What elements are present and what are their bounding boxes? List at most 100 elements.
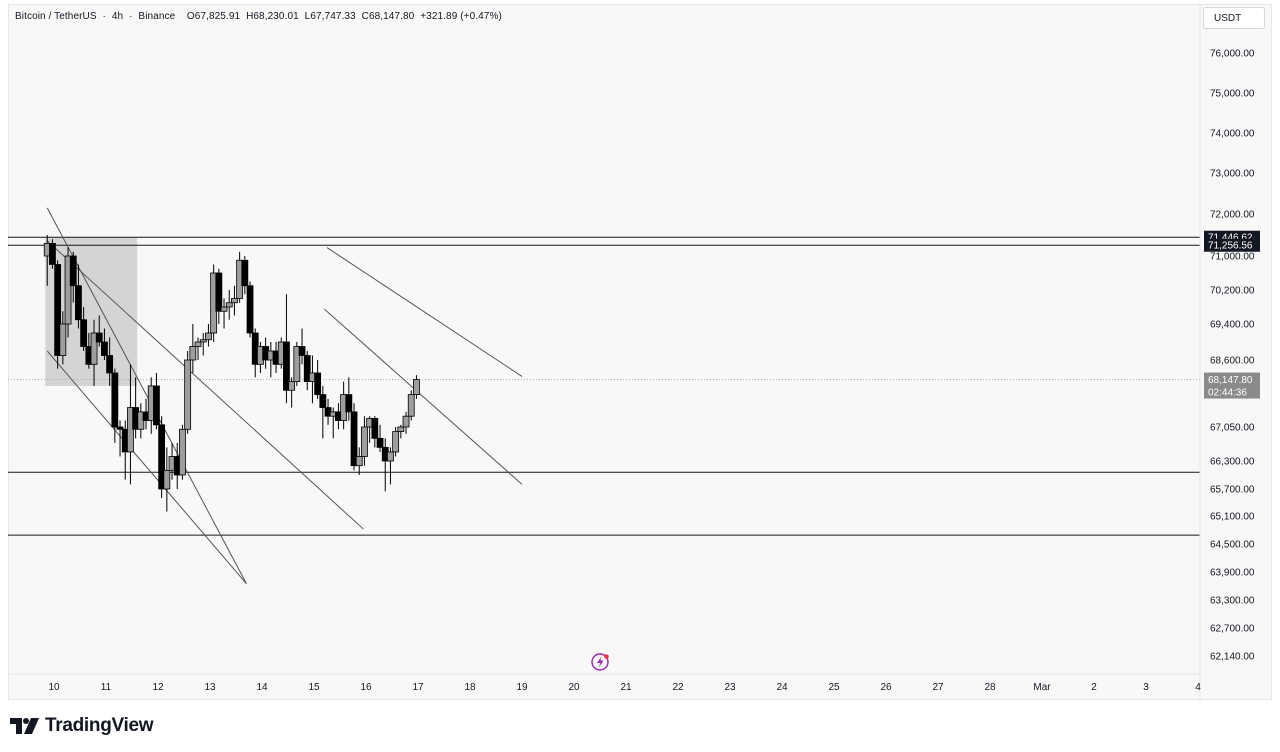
candle[interactable] bbox=[111, 368, 119, 443]
candle[interactable] bbox=[184, 351, 192, 434]
candle[interactable] bbox=[153, 372, 160, 430]
candle-body bbox=[225, 302, 233, 308]
candle[interactable] bbox=[413, 375, 420, 399]
currency-button[interactable]: USDT bbox=[1203, 7, 1265, 29]
candle[interactable] bbox=[199, 333, 207, 356]
candle[interactable] bbox=[293, 342, 301, 386]
price-chart[interactable]: 76,000.00 75,000.00 74,000.00 73,000.00 72,0… bbox=[8, 4, 1272, 700]
channel-trendline[interactable] bbox=[326, 247, 523, 377]
time-axis[interactable]: 10 11 12 13 14 15 16 17 18 19 20 21 22 23 24 25 26 27 28 Ma… bbox=[48, 682, 1201, 693]
tradingview-logo-icon bbox=[10, 718, 39, 734]
candles-layer bbox=[43, 235, 420, 512]
candle[interactable] bbox=[288, 377, 296, 408]
candle[interactable] bbox=[298, 328, 306, 365]
price-tick-label: 63,300.00 bbox=[1210, 596, 1255, 607]
candle[interactable] bbox=[205, 324, 212, 347]
price-axis[interactable]: 76,000.00 75,000.00 74,000.00 73,000.00 72,0… bbox=[1210, 49, 1255, 663]
price-tick-label: 68,600.00 bbox=[1210, 356, 1255, 367]
time-tick-label: 27 bbox=[932, 682, 944, 693]
candle[interactable] bbox=[189, 324, 197, 373]
candle[interactable] bbox=[376, 424, 384, 452]
candle[interactable] bbox=[303, 351, 311, 391]
price-tick-label: 63,900.00 bbox=[1210, 568, 1255, 579]
candle[interactable] bbox=[59, 311, 67, 365]
candle[interactable] bbox=[283, 294, 290, 404]
candle[interactable] bbox=[371, 416, 379, 448]
time-tick-label: 28 bbox=[984, 682, 996, 693]
candle-body bbox=[402, 415, 410, 428]
bar-countdown-label: 02:44:36 bbox=[1208, 388, 1247, 399]
candle[interactable] bbox=[314, 360, 322, 399]
candle[interactable] bbox=[361, 416, 368, 466]
candle[interactable] bbox=[101, 328, 108, 361]
candle[interactable] bbox=[402, 411, 410, 434]
price-tick-label: 73,000.00 bbox=[1210, 169, 1255, 180]
candle[interactable] bbox=[49, 239, 56, 269]
candle[interactable] bbox=[90, 319, 98, 386]
candle[interactable] bbox=[350, 403, 358, 471]
price-tick-label: 67,050.00 bbox=[1210, 423, 1255, 434]
candle[interactable] bbox=[106, 337, 114, 386]
price-tag-label: 71,256.56 bbox=[1208, 241, 1253, 252]
candle[interactable] bbox=[179, 424, 186, 480]
candle-body bbox=[111, 372, 119, 428]
candle-body bbox=[413, 379, 420, 395]
lightning-event-icon[interactable] bbox=[591, 653, 609, 671]
candle[interactable] bbox=[246, 281, 254, 338]
candle[interactable] bbox=[319, 385, 327, 439]
candle[interactable] bbox=[95, 315, 103, 347]
candle[interactable] bbox=[116, 420, 124, 457]
price-tick-label: 66,300.00 bbox=[1210, 457, 1255, 468]
time-tick-label: 25 bbox=[828, 682, 840, 693]
candle-body bbox=[194, 341, 202, 347]
candle[interactable] bbox=[80, 307, 88, 351]
candle[interactable] bbox=[345, 377, 353, 421]
time-tick-label: 21 bbox=[620, 682, 632, 693]
price-tick-label: 75,000.00 bbox=[1210, 89, 1255, 100]
separator: · bbox=[102, 11, 106, 22]
channel-trendline[interactable] bbox=[46, 350, 247, 584]
candle[interactable] bbox=[163, 447, 171, 512]
candle[interactable] bbox=[241, 256, 249, 295]
brand-logo[interactable]: TradingView bbox=[10, 714, 154, 738]
price-tick-label: 71,000.00 bbox=[1210, 252, 1255, 263]
candle-body bbox=[361, 426, 368, 457]
candle-body bbox=[106, 355, 114, 374]
candle-body bbox=[101, 341, 108, 356]
symbol-legend[interactable]: Bitcoin / TetherUS · 4h · Binance O67,82… bbox=[15, 11, 505, 22]
horizontal-lines-layer bbox=[8, 236, 1200, 536]
candle[interactable] bbox=[387, 447, 394, 485]
candle[interactable] bbox=[64, 247, 72, 338]
candle-body bbox=[163, 469, 171, 490]
chart-pane[interactable] bbox=[8, 4, 1272, 700]
candle[interactable] bbox=[75, 264, 82, 329]
candle[interactable] bbox=[215, 268, 223, 324]
candle-body bbox=[293, 346, 301, 383]
channel-trendline[interactable] bbox=[46, 240, 364, 530]
candle-body bbox=[371, 417, 379, 439]
channel-trendline[interactable] bbox=[324, 308, 523, 485]
candle[interactable] bbox=[392, 427, 400, 457]
candle[interactable] bbox=[194, 337, 202, 361]
candle[interactable] bbox=[69, 251, 77, 303]
time-tick-label: 14 bbox=[256, 682, 268, 693]
time-tick-label: 19 bbox=[516, 682, 528, 693]
candle[interactable] bbox=[397, 424, 405, 439]
candle[interactable] bbox=[158, 416, 166, 498]
candle-body bbox=[350, 411, 358, 467]
candle[interactable] bbox=[225, 290, 233, 320]
price-tick-label: 72,000.00 bbox=[1210, 210, 1255, 221]
candle[interactable] bbox=[220, 298, 228, 329]
candle-body bbox=[59, 323, 67, 356]
time-tick-label: 23 bbox=[724, 682, 736, 693]
candle[interactable] bbox=[231, 285, 238, 316]
candle-body bbox=[199, 339, 207, 343]
candle[interactable] bbox=[355, 447, 363, 475]
candle-body bbox=[241, 259, 249, 287]
interval-label: 4h bbox=[111, 11, 124, 22]
candle[interactable] bbox=[54, 260, 62, 369]
candle[interactable] bbox=[127, 364, 134, 485]
candle-body bbox=[246, 285, 254, 334]
candle-body bbox=[184, 359, 192, 430]
candle[interactable] bbox=[407, 390, 415, 421]
